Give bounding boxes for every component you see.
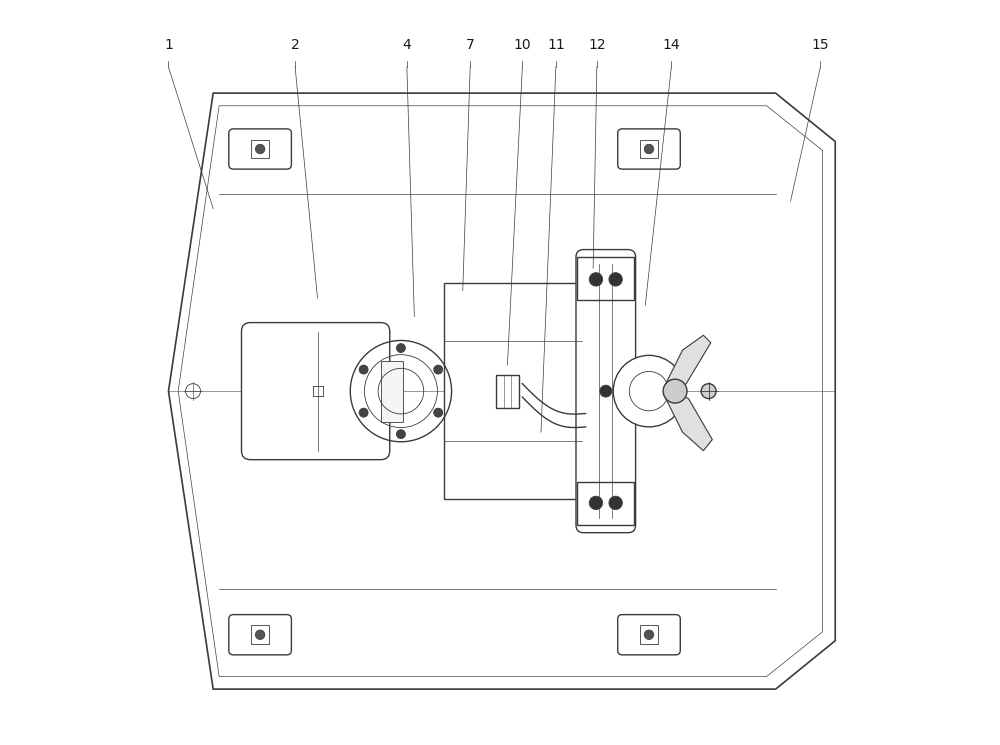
FancyBboxPatch shape: [241, 323, 390, 460]
FancyBboxPatch shape: [618, 615, 680, 655]
Text: 11: 11: [547, 38, 565, 51]
Circle shape: [609, 273, 622, 286]
Circle shape: [701, 384, 716, 399]
Circle shape: [589, 496, 603, 510]
Bar: [577, 482, 634, 525]
Text: 12: 12: [588, 38, 606, 51]
Text: 4: 4: [402, 38, 411, 51]
Text: 14: 14: [663, 38, 680, 51]
Circle shape: [434, 408, 443, 417]
Circle shape: [396, 430, 405, 439]
Circle shape: [255, 145, 265, 153]
Circle shape: [609, 496, 622, 510]
Circle shape: [644, 145, 654, 153]
Circle shape: [255, 630, 265, 639]
Circle shape: [359, 365, 368, 374]
Text: 7: 7: [466, 38, 475, 51]
Text: 15: 15: [812, 38, 829, 51]
Bar: [251, 139, 269, 159]
Polygon shape: [664, 335, 711, 395]
Polygon shape: [664, 387, 712, 451]
Bar: [496, 375, 519, 408]
Bar: [577, 257, 634, 300]
FancyBboxPatch shape: [618, 129, 680, 169]
Circle shape: [359, 408, 368, 417]
Bar: [640, 625, 658, 644]
Circle shape: [629, 372, 669, 410]
Circle shape: [613, 355, 685, 427]
Bar: [251, 625, 269, 644]
Circle shape: [434, 365, 443, 374]
FancyBboxPatch shape: [576, 250, 636, 533]
Bar: [381, 361, 403, 422]
FancyBboxPatch shape: [229, 129, 291, 169]
Circle shape: [396, 343, 405, 352]
Circle shape: [663, 379, 687, 403]
Text: 2: 2: [291, 38, 300, 51]
Circle shape: [600, 385, 612, 397]
FancyBboxPatch shape: [229, 615, 291, 655]
Circle shape: [644, 630, 654, 639]
Bar: [444, 283, 582, 499]
Circle shape: [589, 273, 603, 286]
Bar: [640, 139, 658, 159]
Text: 10: 10: [514, 38, 531, 51]
Text: 1: 1: [164, 38, 173, 51]
